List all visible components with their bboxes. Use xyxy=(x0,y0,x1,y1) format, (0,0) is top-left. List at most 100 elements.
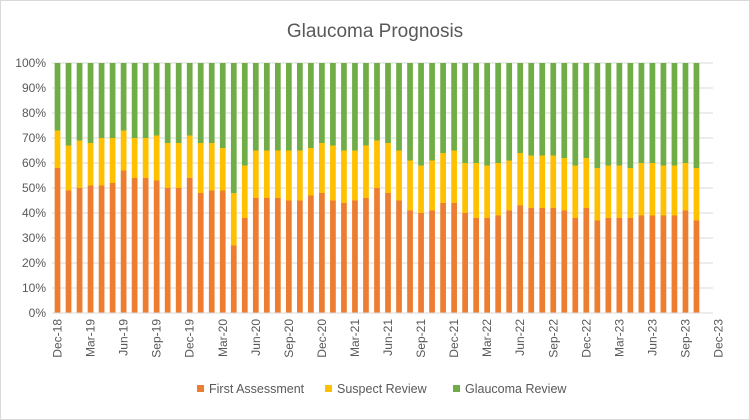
x-tick-label: Dec-20 xyxy=(315,319,329,358)
bar-segment xyxy=(208,63,215,143)
bar-segment xyxy=(142,63,149,138)
x-tick-label: Dec-18 xyxy=(51,319,65,358)
bar-segment xyxy=(539,155,546,208)
legend-label: First Assessment xyxy=(209,382,305,396)
bar-segment xyxy=(219,148,226,191)
bar-segment xyxy=(274,63,281,151)
bar-segment xyxy=(319,193,325,313)
bar-segment xyxy=(263,150,270,198)
bar-segment xyxy=(175,63,182,143)
y-tick-label: 80% xyxy=(22,106,46,120)
bar-segment xyxy=(87,185,94,313)
bar-segment xyxy=(308,63,314,148)
bar-segment xyxy=(131,178,138,313)
bar-segment xyxy=(451,63,457,151)
bar-segment xyxy=(561,158,568,211)
bar-segment xyxy=(550,63,557,156)
bar-segment xyxy=(263,198,270,313)
bar-segment xyxy=(649,163,656,216)
x-tick-label: Mar-22 xyxy=(480,319,494,357)
bar-segment xyxy=(484,165,491,218)
bar-segment xyxy=(572,63,579,166)
bar-segment xyxy=(285,200,292,313)
bar-segment xyxy=(385,143,391,193)
bar-segment xyxy=(164,188,171,313)
bar-segment xyxy=(109,63,116,138)
legend: First Assessment Suspect Review Glaucoma R… xyxy=(197,382,567,396)
bar-segment xyxy=(429,63,435,161)
bar-segment xyxy=(429,210,435,313)
chart-title: Glaucoma Prognosis xyxy=(287,21,463,42)
bar-segment xyxy=(682,163,689,211)
bar-segment xyxy=(319,143,325,193)
bar-segment xyxy=(506,63,513,161)
bar-segment xyxy=(98,63,105,138)
y-tick-label: 10% xyxy=(22,281,46,295)
bar-segment xyxy=(164,63,171,143)
bar-segment xyxy=(109,183,116,313)
legend-swatch xyxy=(197,385,204,392)
bar-segment xyxy=(341,203,347,313)
bar-segment xyxy=(297,63,303,151)
bar-segment xyxy=(440,203,446,313)
bar-segment xyxy=(131,63,138,138)
bar-segment xyxy=(76,63,83,141)
x-tick-label: Sep-21 xyxy=(414,319,428,358)
bar-segment xyxy=(528,155,535,208)
bar-segment xyxy=(76,188,83,313)
y-tick-label: 30% xyxy=(22,231,46,245)
x-tick-label: Mar-19 xyxy=(84,319,98,357)
bar-segment xyxy=(109,138,116,183)
bar-segment xyxy=(550,155,557,208)
x-tick-label: Mar-20 xyxy=(216,319,230,357)
bar-segment xyxy=(197,143,204,193)
y-tick-label: 50% xyxy=(22,181,46,195)
bar-segment xyxy=(594,220,601,313)
legend-swatch xyxy=(325,385,332,392)
bar-segment xyxy=(517,63,524,153)
bar-segment xyxy=(230,63,237,193)
bar-segment xyxy=(120,130,127,171)
bar-segment xyxy=(142,178,149,313)
y-tick-label: 60% xyxy=(22,156,46,170)
x-tick-label: Jun-19 xyxy=(117,319,131,356)
y-tick-label: 20% xyxy=(22,256,46,270)
bar-segment xyxy=(440,153,446,203)
bar-segment xyxy=(495,63,502,163)
bar-segment xyxy=(330,145,336,201)
bar-segment xyxy=(660,63,667,166)
bar-segment xyxy=(197,63,204,143)
y-tick-label: 0% xyxy=(29,306,47,320)
bar-segment xyxy=(396,200,402,313)
bar-segment xyxy=(462,213,468,313)
bar-segment xyxy=(54,130,61,168)
bar-segment xyxy=(219,190,226,313)
bar-segment xyxy=(517,205,524,313)
bar-segment xyxy=(539,63,546,156)
bar-segment xyxy=(528,208,535,313)
bar-segment xyxy=(407,210,413,313)
x-axis: Dec-18 Mar-19 Jun-19 Sep-19 Dec-19 Mar-20 Jun-… xyxy=(51,312,726,358)
bar-segment xyxy=(175,188,182,313)
bar-segment xyxy=(605,165,612,218)
bar-segment xyxy=(616,218,623,313)
bar-segment xyxy=(131,138,138,178)
bar-segment xyxy=(330,200,336,313)
bar-segment xyxy=(594,63,601,168)
bar-segment xyxy=(506,210,513,313)
bar-segment xyxy=(671,165,678,216)
bar-segment xyxy=(98,185,105,313)
bar-segment xyxy=(385,193,391,313)
bar-segment xyxy=(263,63,270,151)
bar-segment xyxy=(550,208,557,313)
y-tick-label: 100% xyxy=(15,56,46,70)
bar-segment xyxy=(175,143,182,188)
bar-segment xyxy=(682,63,689,163)
bar-segment xyxy=(484,63,491,166)
gridlines xyxy=(52,62,713,314)
bar-segment xyxy=(308,195,314,313)
bar-segment xyxy=(627,218,634,313)
bar-segment xyxy=(583,158,590,208)
bar-segment xyxy=(197,193,204,313)
